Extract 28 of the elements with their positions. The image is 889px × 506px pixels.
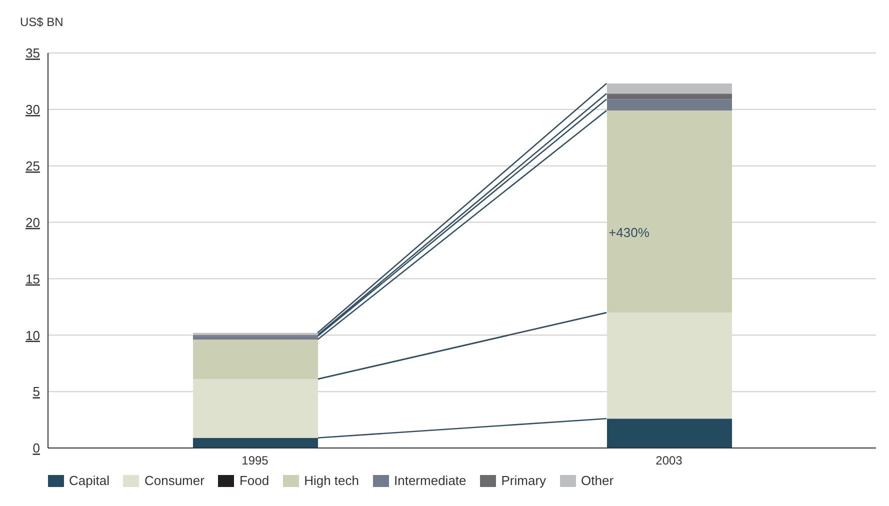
y-axis-title: US$ BN (20, 15, 64, 29)
y-tick-label: 20 (26, 214, 40, 230)
y-tick-label: 15 (26, 271, 40, 286)
y-tick-label: 10 (26, 328, 40, 343)
y-tick-label: 0 (32, 440, 40, 456)
bar (607, 418, 732, 448)
bar (607, 312, 732, 419)
legend-label: Primary (501, 473, 546, 488)
bar (193, 438, 318, 448)
bar (193, 340, 318, 380)
bar (193, 379, 318, 438)
legend-label: Intermediate (394, 473, 466, 488)
legend-label: High tech (304, 473, 359, 488)
x-tick-label: 2003 (656, 454, 683, 468)
y-tick-label: 35 (26, 46, 40, 61)
bar (607, 83, 732, 94)
x-tick-label: 1995 (242, 454, 269, 468)
annotation: +430% (608, 224, 650, 240)
bar (607, 99, 732, 111)
y-tick-label: 30 (26, 102, 40, 118)
bar (607, 110, 732, 313)
bar (607, 94, 732, 100)
y-tick-label: 5 (32, 384, 40, 400)
legend-label: Consumer (144, 473, 204, 488)
legend-label: Food (239, 473, 270, 488)
legend-label: Capital (69, 473, 110, 488)
y-tick-label: 25 (26, 158, 40, 174)
legend-label: Other (581, 473, 614, 488)
